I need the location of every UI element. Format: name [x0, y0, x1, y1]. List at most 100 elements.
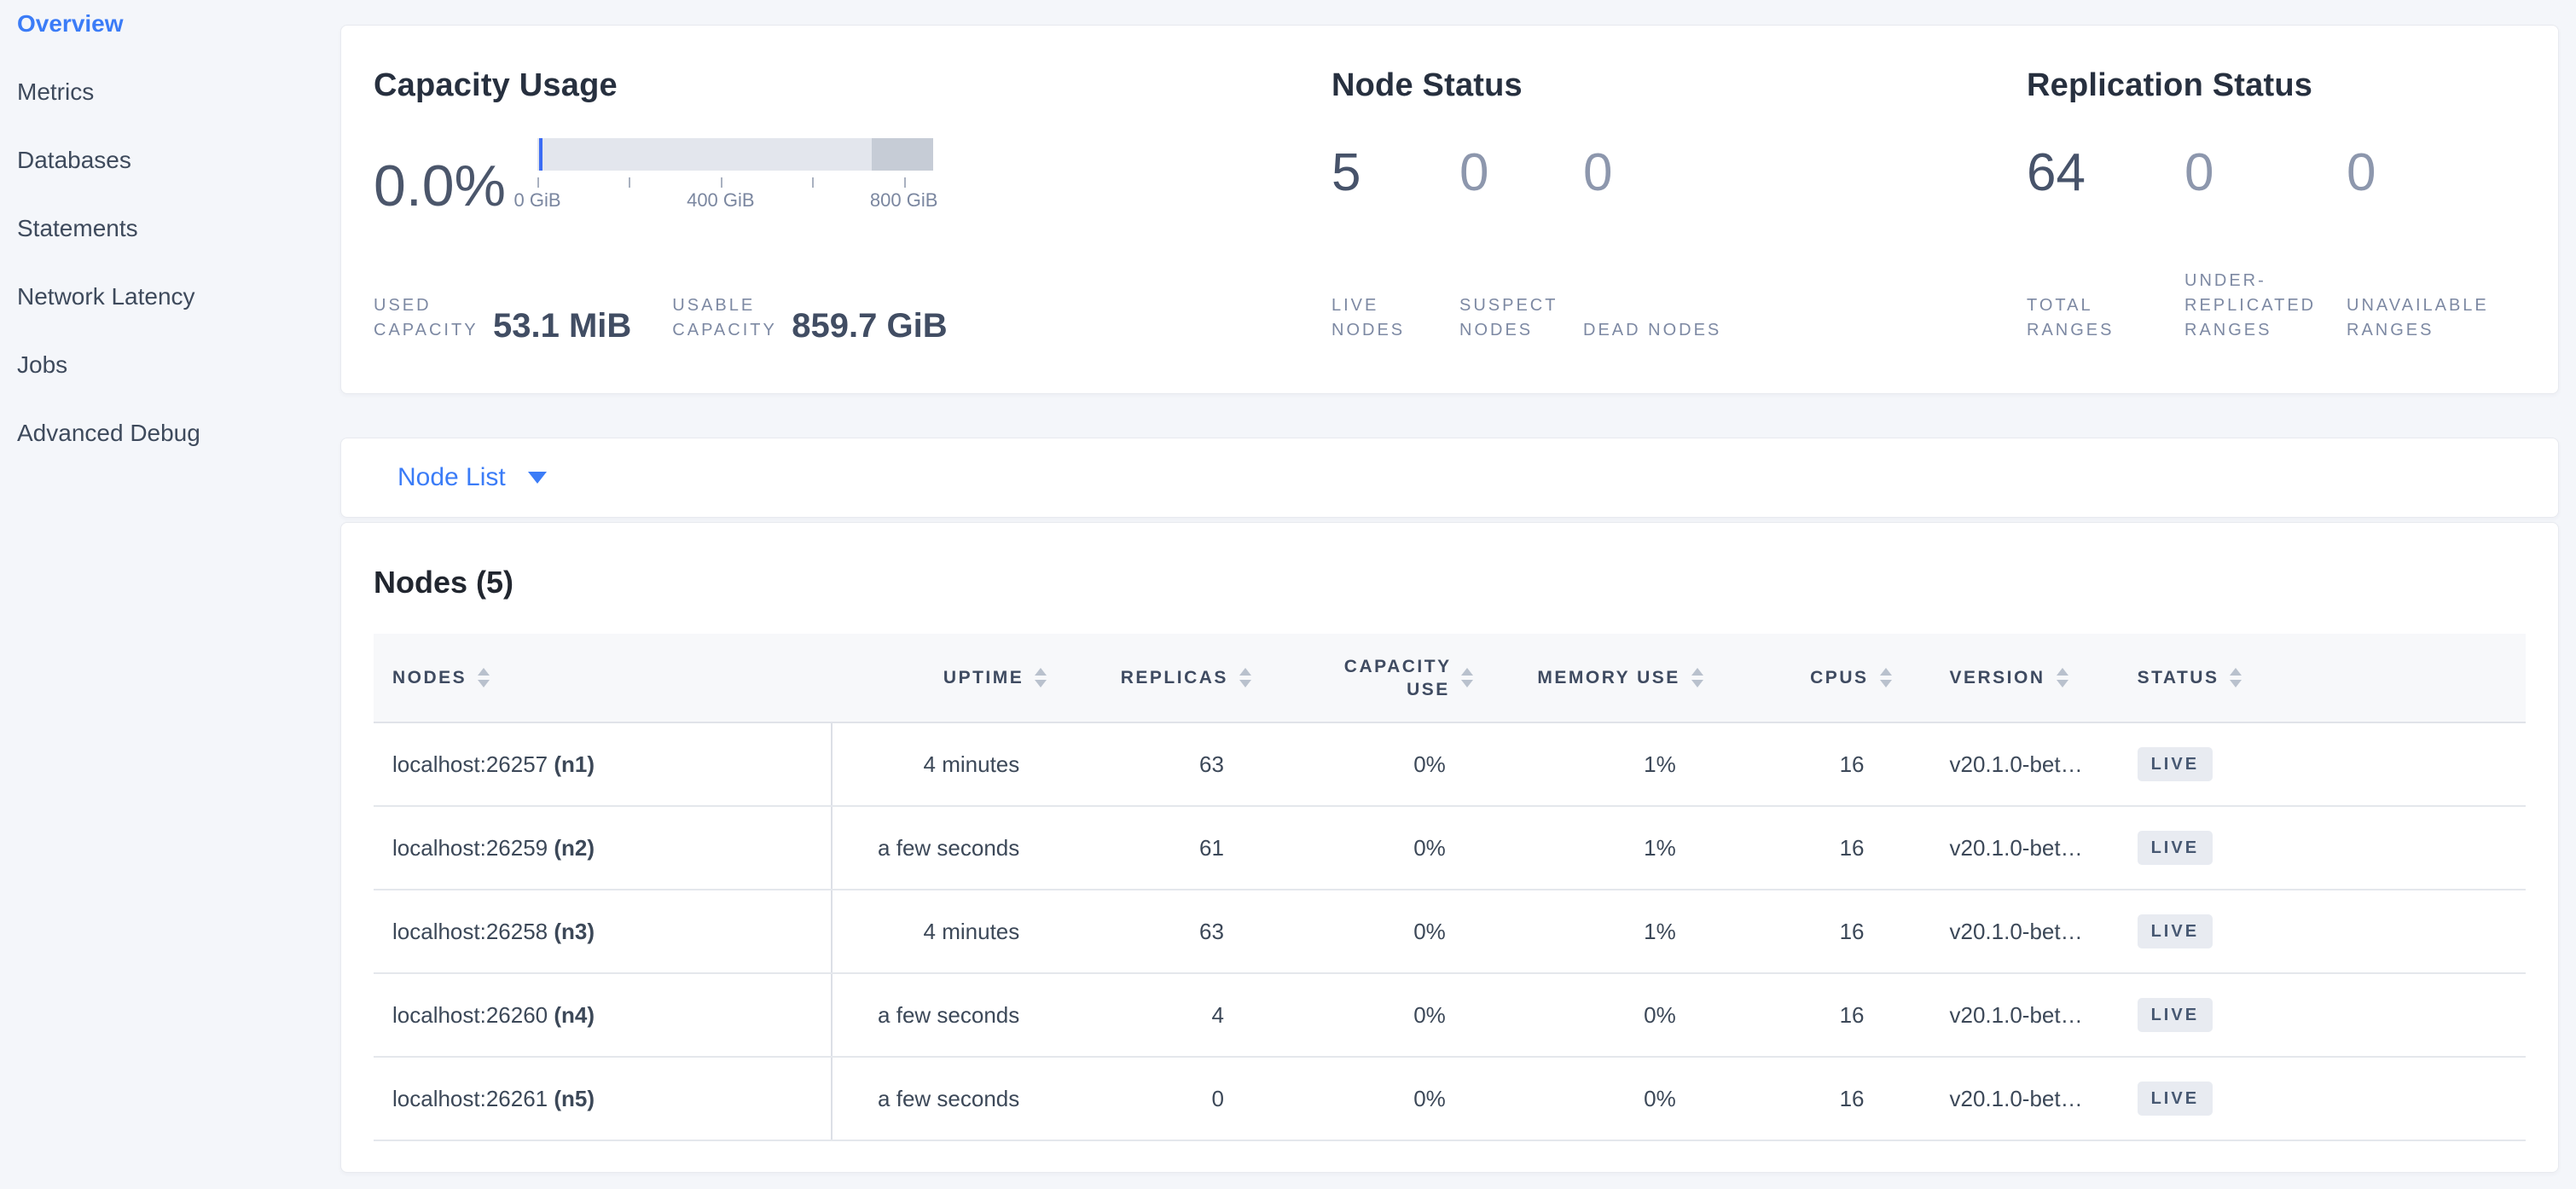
- sort-arrows-icon: [1879, 668, 1892, 687]
- node-list-dropdown[interactable]: Node List: [340, 438, 2559, 518]
- replicas-cell: 63: [1053, 722, 1258, 807]
- table-row[interactable]: localhost:26259 (n2) a few seconds 61 0%…: [374, 806, 2526, 890]
- total-ranges-stat: 64 TOTAL RANGES: [2027, 138, 2184, 343]
- capacity-use-cell: 0%: [1257, 1057, 1480, 1141]
- replication-status-title: Replication Status: [2027, 67, 2313, 103]
- under-replicated-ranges-stat: 0 UNDER-REPLICATED RANGES: [2184, 138, 2347, 343]
- uptime-cell: a few seconds: [832, 973, 1054, 1058]
- used-capacity-stat: USED CAPACITY 53.1 MiB: [374, 293, 631, 343]
- memory-use-cell: 0%: [1479, 1057, 1710, 1141]
- unavailable-ranges-label: UNAVAILABLE RANGES: [2347, 296, 2489, 339]
- status-cell: LIVE: [2116, 890, 2526, 974]
- column-header-capacity-use[interactable]: CAPACITY USE: [1257, 634, 1480, 723]
- node-address: localhost:26260: [392, 1001, 548, 1028]
- nodes-table-card: Nodes (5) NODES UPTIME RE: [340, 522, 2559, 1173]
- sidebar-item-statements[interactable]: Statements: [17, 215, 138, 241]
- version-cell: v20.1.0-bet…: [1898, 806, 2117, 890]
- column-header-memory-use[interactable]: MEMORY USE: [1479, 634, 1710, 723]
- column-label: NODES: [392, 667, 467, 687]
- replicas-cell: 0: [1053, 1057, 1258, 1141]
- capacity-gauge-bar: [537, 138, 933, 171]
- status-cell: LIVE: [2116, 1057, 2526, 1141]
- sidebar-item-overview[interactable]: Overview: [17, 10, 124, 37]
- table-header-row: NODES UPTIME REPLICAS CAPACITY USE MEMOR: [374, 634, 2526, 723]
- nodes-table: NODES UPTIME REPLICAS CAPACITY USE MEMOR: [374, 634, 2526, 1141]
- sort-arrows-icon: [478, 668, 490, 687]
- sidebar-item-network-latency[interactable]: Network Latency: [17, 283, 195, 310]
- usable-capacity-label: USABLE CAPACITY: [672, 296, 777, 339]
- node-list-dropdown-label: Node List: [397, 463, 506, 491]
- node-id: (n5): [554, 1085, 595, 1111]
- sidebar-item-metrics[interactable]: Metrics: [17, 78, 95, 105]
- status-cell: LIVE: [2116, 806, 2526, 890]
- uptime-cell: 4 minutes: [832, 722, 1054, 807]
- cpus-cell: 16: [1709, 890, 1899, 974]
- column-header-cpus[interactable]: CPUS: [1709, 634, 1899, 723]
- table-row[interactable]: localhost:26257 (n1) 4 minutes 63 0% 1% …: [374, 722, 2526, 807]
- status-badge: LIVE: [2137, 998, 2213, 1032]
- suspect-nodes-value: 0: [1459, 143, 1489, 202]
- tick-label-400gib: 400 GiB: [687, 189, 755, 211]
- cpus-cell: 16: [1709, 973, 1899, 1058]
- uptime-cell: 4 minutes: [832, 890, 1054, 974]
- column-header-replicas[interactable]: REPLICAS: [1053, 634, 1258, 723]
- column-header-status[interactable]: STATUS: [2116, 634, 2526, 723]
- capacity-gauge-tick-labels: 0 GiB 400 GiB 800 GiB: [513, 189, 937, 212]
- column-header-uptime[interactable]: UPTIME: [832, 634, 1054, 723]
- sidebar-item-advanced-debug[interactable]: Advanced Debug: [17, 420, 200, 446]
- node-address-cell: localhost:26261 (n5): [374, 1057, 833, 1141]
- live-nodes-stat: 5 LIVE NODES: [1332, 138, 1459, 343]
- column-label: CAPACITY USE: [1343, 656, 1452, 699]
- under-replicated-ranges-label: UNDER-REPLICATED RANGES: [2184, 271, 2317, 339]
- cpus-cell: 16: [1709, 722, 1899, 807]
- node-address: localhost:26261: [392, 1085, 548, 1111]
- dead-nodes-stat: 0 DEAD NODES: [1583, 138, 1728, 343]
- table-row[interactable]: localhost:26261 (n5) a few seconds 0 0% …: [374, 1057, 2526, 1141]
- version-cell: v20.1.0-bet…: [1898, 1057, 2117, 1141]
- column-header-nodes[interactable]: NODES: [374, 634, 833, 723]
- node-status-title: Node Status: [1332, 67, 1523, 103]
- capacity-gauge-used-segment: [539, 138, 542, 171]
- table-row[interactable]: localhost:26260 (n4) a few seconds 4 0% …: [374, 973, 2526, 1058]
- sort-arrows-icon: [2230, 668, 2242, 687]
- unavailable-ranges-stat: 0 UNAVAILABLE RANGES: [2347, 138, 2526, 343]
- suspect-nodes-label: SUSPECT NODES: [1459, 296, 1558, 339]
- dead-nodes-value: 0: [1583, 143, 1613, 202]
- column-header-version[interactable]: VERSION: [1898, 634, 2117, 723]
- under-replicated-ranges-value: 0: [2184, 143, 2214, 202]
- column-label: VERSION: [1949, 667, 2045, 687]
- status-cell: LIVE: [2116, 973, 2526, 1058]
- capacity-use-cell: 0%: [1257, 722, 1480, 807]
- capacity-usage-section: Capacity Usage 0.0%: [374, 67, 1332, 343]
- caret-down-icon: [527, 472, 547, 484]
- main-content: Capacity Usage 0.0%: [333, 0, 2576, 1189]
- table-row[interactable]: localhost:26258 (n3) 4 minutes 63 0% 1% …: [374, 890, 2526, 974]
- status-badge: LIVE: [2137, 831, 2213, 865]
- sort-arrows-icon: [1460, 668, 1473, 687]
- sort-arrows-icon: [2056, 668, 2068, 687]
- capacity-use-cell: 0%: [1257, 973, 1480, 1058]
- capacity-gauge-reserved-segment: [872, 138, 933, 171]
- column-label: STATUS: [2137, 667, 2219, 687]
- node-id: (n2): [554, 834, 595, 861]
- node-address: localhost:26258: [392, 918, 548, 944]
- sidebar-item-jobs[interactable]: Jobs: [17, 351, 68, 378]
- total-ranges-label: TOTAL RANGES: [2027, 296, 2115, 339]
- sidebar-item-databases[interactable]: Databases: [17, 147, 131, 173]
- capacity-use-cell: 0%: [1257, 890, 1480, 974]
- version-cell: v20.1.0-bet…: [1898, 973, 2117, 1058]
- replicas-cell: 63: [1053, 890, 1258, 974]
- node-status-section: Node Status 5 LIVE NODES 0 SUSPECT NODES…: [1332, 67, 2027, 342]
- uptime-cell: a few seconds: [832, 1057, 1054, 1141]
- status-badge: LIVE: [2137, 914, 2213, 948]
- uptime-cell: a few seconds: [832, 806, 1054, 890]
- capacity-use-cell: 0%: [1257, 806, 1480, 890]
- memory-use-cell: 1%: [1479, 722, 1710, 807]
- tick-label-800gib: 800 GiB: [869, 189, 938, 211]
- replication-status-section: Replication Status 64 TOTAL RANGES 0 UND…: [2027, 67, 2526, 342]
- capacity-gauge: 0 GiB 400 GiB 800 GiB: [513, 138, 937, 234]
- node-id: (n1): [554, 751, 595, 777]
- live-nodes-value: 5: [1332, 143, 1361, 202]
- live-nodes-label: LIVE NODES: [1332, 296, 1406, 339]
